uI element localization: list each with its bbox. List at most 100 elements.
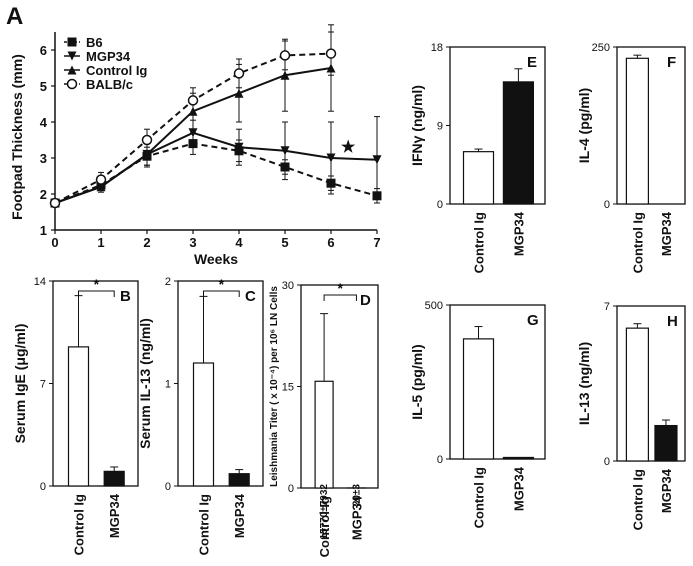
y-axis-label: IFNγ (ng/ml) xyxy=(409,85,425,166)
y-tick-label-250: 250 xyxy=(592,42,610,54)
y-tick-label-500: 500 xyxy=(425,300,443,312)
y-tick-label-7: 7 xyxy=(40,379,46,391)
y-axis-label: Footpad Thickness (mm) xyxy=(9,54,25,220)
x-tick-label-7: 7 xyxy=(373,235,380,250)
category-label-mgp34: MGP34 xyxy=(232,493,247,538)
chart-c: 0 1 2 C Serum IL-13 (ng/ml) Control Ig MGP34 * xyxy=(137,276,263,555)
y-tick-label-9: 9 xyxy=(437,121,443,133)
bar-control-ig xyxy=(69,347,89,486)
bar-mgp34 xyxy=(503,457,533,459)
y-tick-label-0: 0 xyxy=(437,199,443,211)
panel-label-a: A xyxy=(6,3,23,30)
y-tick-label-4: 4 xyxy=(40,115,48,130)
y-tick-label-1: 1 xyxy=(165,379,171,391)
bar-mgp34 xyxy=(503,82,533,204)
panel-label-h: H xyxy=(667,313,678,330)
significance-asterisk: * xyxy=(94,276,100,292)
category-label-control-ig: Control Ig xyxy=(630,469,645,530)
bar-value-text: 15770±7932 xyxy=(319,484,330,540)
significance-asterisk: * xyxy=(338,280,344,296)
panel-label-e: E xyxy=(527,54,537,71)
legend-marker-b6 xyxy=(68,38,77,47)
legend-entry-balb-c: BALB/c xyxy=(86,77,133,92)
y-axis-label: Serum IL-13 (ng/ml) xyxy=(137,318,153,449)
bar-control-ig xyxy=(626,328,648,461)
data-point xyxy=(143,136,152,145)
bar-control-ig xyxy=(464,339,494,459)
bar-control-ig xyxy=(194,363,214,486)
x-tick-label-1: 1 xyxy=(97,235,104,250)
y-tick-label-0: 0 xyxy=(165,481,171,493)
y-tick-label-1: 1 xyxy=(40,223,47,238)
bar-control-ig xyxy=(315,381,333,488)
category-label-mgp34: MGP34 xyxy=(511,211,526,256)
y-tick-label-2: 2 xyxy=(165,276,171,288)
plot-frame xyxy=(53,281,138,486)
data-point xyxy=(235,69,244,78)
legend-entry-mgp34: MGP34 xyxy=(86,49,131,64)
y-tick-label-30: 30 xyxy=(282,280,294,292)
y-axis-label: IL-4 (pg/ml) xyxy=(576,88,592,163)
category-label-mgp34: MGP34 xyxy=(107,493,122,538)
data-point xyxy=(235,89,244,98)
x-tick-label-3: 3 xyxy=(189,235,196,250)
y-axis-label: IL-5 (pg/ml) xyxy=(409,344,425,419)
y-axis-label: Leishmania Titer ( x 10⁻⁴) per 10⁶ LN Ce… xyxy=(269,286,280,487)
series-b6 xyxy=(51,133,382,208)
chart-d: 0 15 30 D Leishmania Titer ( x 10⁻⁴) per 10⁶… xyxy=(269,280,378,557)
bar-control-ig xyxy=(626,58,648,204)
chart-b: 0 7 14 B Serum IgE (μg/ml) Control Ig MGP34 * xyxy=(12,276,138,555)
data-point xyxy=(189,96,198,105)
x-tick-label-6: 6 xyxy=(327,235,334,250)
y-tick-label-15: 15 xyxy=(282,382,294,394)
x-tick-label-2: 2 xyxy=(143,235,150,250)
x-axis-label: Weeks xyxy=(194,251,238,267)
category-label-control-ig: Control Ig xyxy=(630,212,645,273)
legend-entry-control-ig: Control Ig xyxy=(86,63,147,78)
data-point xyxy=(97,175,106,184)
x-tick-label-5: 5 xyxy=(281,235,288,250)
category-label-control-ig: Control Ig xyxy=(472,212,487,273)
y-tick-label-14: 14 xyxy=(34,276,46,288)
y-tick-label-0: 0 xyxy=(604,456,610,468)
bar-mgp34 xyxy=(655,426,677,461)
y-tick-label-2: 2 xyxy=(40,187,47,202)
category-label-control-ig: Control Ig xyxy=(472,467,487,528)
panel-label-c: C xyxy=(245,288,256,305)
bar-control-ig xyxy=(464,152,494,204)
x-tick-label-0: 0 xyxy=(51,235,58,250)
y-tick-label-0: 0 xyxy=(604,199,610,211)
legend-entry-b6: B6 xyxy=(86,35,103,50)
panel-label-f: F xyxy=(667,54,676,71)
y-tick-label-0: 0 xyxy=(40,481,46,493)
y-tick-label-5: 5 xyxy=(40,79,47,94)
panel-label-b: B xyxy=(120,288,131,305)
category-label-mgp34: MGP34 xyxy=(659,468,674,513)
y-axis-label: IL-13 (ng/ml) xyxy=(576,342,592,425)
panel-label-g: G xyxy=(527,312,539,329)
y-tick-label-6: 6 xyxy=(40,43,47,58)
y-tick-label-3: 3 xyxy=(40,151,47,166)
category-label-control-ig: Control Ig xyxy=(72,494,87,555)
legend-marker-balb-c xyxy=(68,80,77,89)
bar-mgp34 xyxy=(104,471,124,486)
bar-value-text: 20±3 xyxy=(351,484,362,507)
plot-frame xyxy=(301,285,378,488)
y-tick-label-0: 0 xyxy=(288,483,294,495)
significance-asterisk: * xyxy=(219,276,225,292)
data-point xyxy=(281,51,290,60)
y-axis-label: Serum IgE (μg/ml) xyxy=(12,324,28,444)
category-label-control-ig: Control Ig xyxy=(197,494,212,555)
category-label-mgp34: MGP34 xyxy=(511,466,526,511)
data-point xyxy=(51,199,60,208)
series-mgp34 xyxy=(51,117,382,208)
panel-label-d: D xyxy=(360,292,371,309)
category-label-mgp34: MGP34 xyxy=(659,211,674,256)
